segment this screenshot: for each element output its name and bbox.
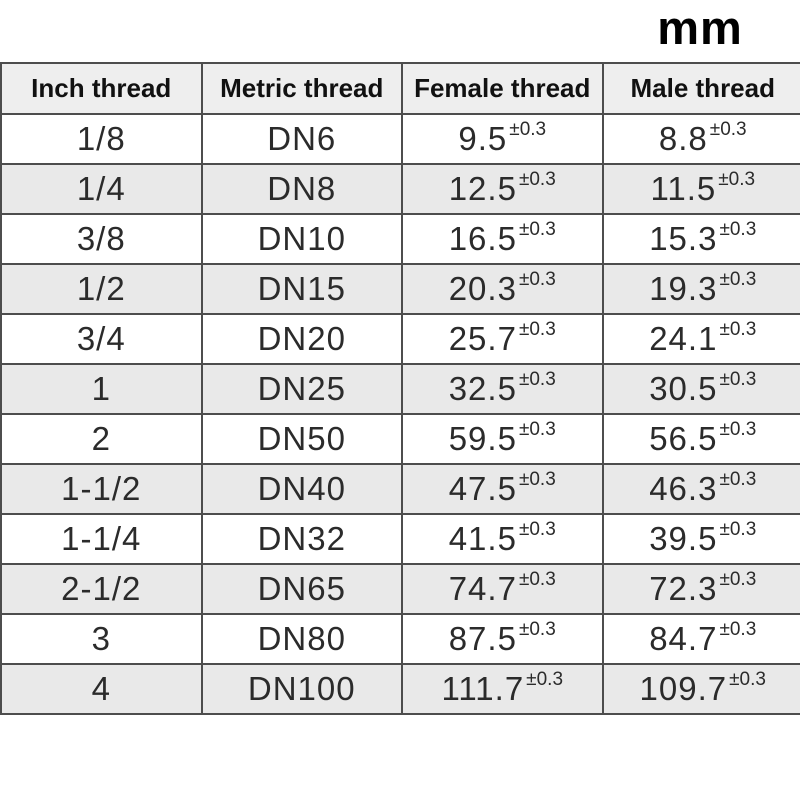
cell-female-thread: 25.7 ±0.3 <box>401 313 604 365</box>
cell-female-thread: 16.5 ±0.3 <box>401 213 604 265</box>
tolerance-superscript: ±0.3 <box>719 619 757 640</box>
cell-female-thread: 111.7 ±0.3 <box>401 663 604 715</box>
cell-male-thread: 84.7 ±0.3 <box>601 613 800 665</box>
column-header: Metric thread <box>200 62 403 115</box>
tolerance-superscript: ±0.3 <box>518 569 556 590</box>
tolerance-superscript: ±0.3 <box>718 169 756 190</box>
table-header: Inch thread Metric thread Female thread Mal… <box>0 62 800 115</box>
tolerance-superscript: ±0.3 <box>518 269 556 290</box>
tolerance-superscript: ±0.3 <box>518 369 556 390</box>
table-row: 3/8 DN10 16.5 ±0.3 15.3 ±0.3 <box>0 213 800 265</box>
tolerance-superscript: ±0.3 <box>526 669 564 690</box>
cell-inch-thread: 3/4 <box>0 313 203 365</box>
cell-metric-thread: DN6 <box>200 113 403 165</box>
cell-metric-thread: DN100 <box>200 663 403 715</box>
tolerance-superscript: ±0.3 <box>518 219 556 240</box>
tolerance-superscript: ±0.3 <box>518 519 556 540</box>
unit-label: mm <box>657 1 743 54</box>
table-row: 1-1/4 DN32 41.5 ±0.3 39.5 ±0.3 <box>0 513 800 565</box>
cell-metric-thread: DN40 <box>200 463 403 515</box>
cell-male-thread: 24.1 ±0.3 <box>601 313 800 365</box>
cell-male-thread: 46.3 ±0.3 <box>601 463 800 515</box>
cell-female-thread: 41.5 ±0.3 <box>401 513 604 565</box>
tolerance-superscript: ±0.3 <box>518 319 556 340</box>
table-row: 2 DN50 59.5 ±0.3 56.5 ±0.3 <box>0 413 800 465</box>
cell-metric-thread: DN32 <box>200 513 403 565</box>
cell-male-thread: 8.8 ±0.3 <box>601 113 800 165</box>
cell-female-thread: 32.5 ±0.3 <box>401 363 604 415</box>
table-row: 1/4 DN8 12.5 ±0.3 11.5 ±0.3 <box>0 163 800 215</box>
table-row: 1 DN25 32.5 ±0.3 30.5 ±0.3 <box>0 363 800 415</box>
tolerance-superscript: ±0.3 <box>719 469 757 490</box>
cell-inch-thread: 1-1/2 <box>0 463 203 515</box>
cell-inch-thread: 2 <box>0 413 203 465</box>
tolerance-superscript: ±0.3 <box>518 619 556 640</box>
cell-inch-thread: 1 <box>0 363 203 415</box>
cell-female-thread: 74.7 ±0.3 <box>401 563 604 615</box>
table-row: 3/4 DN20 25.7 ±0.3 24.1 ±0.3 <box>0 313 800 365</box>
tolerance-superscript: ±0.3 <box>709 119 747 140</box>
cell-male-thread: 109.7 ±0.3 <box>601 663 800 715</box>
column-header: Female thread <box>401 62 604 115</box>
tolerance-superscript: ±0.3 <box>509 119 547 140</box>
thread-size-table: Inch thread Metric thread Female thread Mal… <box>0 62 800 715</box>
tolerance-superscript: ±0.3 <box>719 369 757 390</box>
table-row: 3 DN80 87.5 ±0.3 84.7 ±0.3 <box>0 613 800 665</box>
cell-female-thread: 20.3 ±0.3 <box>401 263 604 315</box>
table-row: 1-1/2 DN40 47.5 ±0.3 46.3 ±0.3 <box>0 463 800 515</box>
cell-female-thread: 47.5 ±0.3 <box>401 463 604 515</box>
header-row: Inch thread Metric thread Female thread Mal… <box>0 62 800 115</box>
cell-metric-thread: DN50 <box>200 413 403 465</box>
tolerance-superscript: ±0.3 <box>518 469 556 490</box>
cell-male-thread: 56.5 ±0.3 <box>601 413 800 465</box>
table-row: 1/8 DN6 9.5 ±0.3 8.8 ±0.3 <box>0 113 800 165</box>
cell-metric-thread: DN8 <box>200 163 403 215</box>
cell-male-thread: 11.5 ±0.3 <box>601 163 800 215</box>
tolerance-superscript: ±0.3 <box>719 269 757 290</box>
cell-metric-thread: DN65 <box>200 563 403 615</box>
cell-female-thread: 9.5 ±0.3 <box>401 113 604 165</box>
cell-female-thread: 59.5 ±0.3 <box>401 413 604 465</box>
cell-inch-thread: 2-1/2 <box>0 563 203 615</box>
cell-female-thread: 87.5 ±0.3 <box>401 613 604 665</box>
cell-male-thread: 39.5 ±0.3 <box>601 513 800 565</box>
cell-male-thread: 72.3 ±0.3 <box>601 563 800 615</box>
column-header: Inch thread <box>0 62 203 115</box>
table-row: 4 DN100 111.7 ±0.3 109.7 ±0.3 <box>0 663 800 715</box>
tolerance-superscript: ±0.3 <box>719 219 757 240</box>
tolerance-superscript: ±0.3 <box>719 419 757 440</box>
cell-metric-thread: DN20 <box>200 313 403 365</box>
cell-inch-thread: 3 <box>0 613 203 665</box>
tolerance-superscript: ±0.3 <box>729 669 766 690</box>
cell-inch-thread: 3/8 <box>0 213 203 265</box>
column-header: Male thread <box>601 62 800 115</box>
cell-male-thread: 19.3 ±0.3 <box>601 263 800 315</box>
tolerance-superscript: ±0.3 <box>518 169 556 190</box>
cell-female-thread: 12.5 ±0.3 <box>401 163 604 215</box>
cell-metric-thread: DN15 <box>200 263 403 315</box>
table-row: 2-1/2 DN65 74.7 ±0.3 72.3 ±0.3 <box>0 563 800 615</box>
cell-inch-thread: 4 <box>0 663 203 715</box>
cell-metric-thread: DN80 <box>200 613 403 665</box>
tolerance-superscript: ±0.3 <box>719 519 757 540</box>
cell-metric-thread: DN10 <box>200 213 403 265</box>
cell-inch-thread: 1/4 <box>0 163 203 215</box>
cell-male-thread: 30.5 ±0.3 <box>601 363 800 415</box>
cell-metric-thread: DN25 <box>200 363 403 415</box>
cell-inch-thread: 1/8 <box>0 113 203 165</box>
tolerance-superscript: ±0.3 <box>518 419 556 440</box>
table-body: 1/8 DN6 9.5 ±0.3 8.8 ±0.3 1/4 DN8 12.5 ±0.3 11.5 ±0… <box>0 113 800 715</box>
cell-male-thread: 15.3 ±0.3 <box>601 213 800 265</box>
tolerance-superscript: ±0.3 <box>719 569 757 590</box>
cell-inch-thread: 1/2 <box>0 263 203 315</box>
tolerance-superscript: ±0.3 <box>719 319 757 340</box>
cell-inch-thread: 1-1/4 <box>0 513 203 565</box>
table-row: 1/2 DN15 20.3 ±0.3 19.3 ±0.3 <box>0 263 800 315</box>
